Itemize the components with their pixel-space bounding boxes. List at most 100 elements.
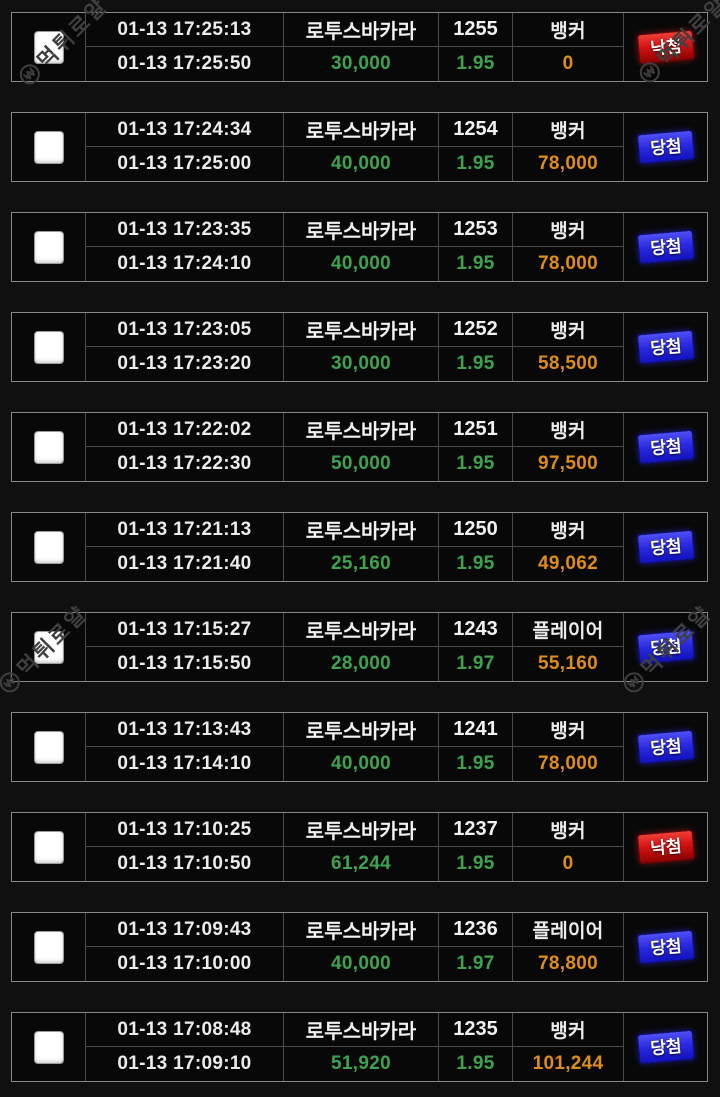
payout-amount: 78,800 bbox=[513, 947, 624, 981]
bet-pick: 뱅커 bbox=[513, 13, 624, 47]
row-select-cell bbox=[12, 13, 86, 81]
row-checkbox[interactable] bbox=[33, 830, 64, 864]
payout-amount: 101,244 bbox=[513, 1047, 624, 1081]
round-number: 1235 bbox=[439, 1013, 513, 1047]
bet-amount: 61,244 bbox=[284, 847, 439, 881]
bet-odds: 1.95 bbox=[439, 247, 513, 281]
row-checkbox[interactable] bbox=[33, 730, 64, 764]
result-cell: 당첨 bbox=[624, 313, 707, 381]
bet-pick: 뱅커 bbox=[513, 413, 624, 447]
payout-amount: 49,062 bbox=[513, 547, 624, 581]
result-badge[interactable]: 당첨 bbox=[636, 429, 695, 465]
round-number: 1241 bbox=[439, 713, 513, 747]
round-number: 1251 bbox=[439, 413, 513, 447]
bet-time: 01-13 17:21:13 bbox=[86, 513, 284, 547]
row-select-cell bbox=[12, 513, 86, 581]
bet-odds: 1.97 bbox=[439, 947, 513, 981]
result-time: 01-13 17:21:40 bbox=[86, 547, 284, 581]
bet-time: 01-13 17:13:43 bbox=[86, 713, 284, 747]
bet-time: 01-13 17:15:27 bbox=[86, 613, 284, 647]
round-number: 1250 bbox=[439, 513, 513, 547]
result-badge[interactable]: 당첨 bbox=[636, 229, 695, 265]
row-checkbox[interactable] bbox=[33, 130, 64, 164]
result-cell: 낙첨 bbox=[624, 13, 707, 81]
bet-row: 01-13 17:25:13 로투스바카라 1255 뱅커 01-13 17:2… bbox=[11, 12, 708, 82]
game-name: 로투스바카라 bbox=[284, 713, 439, 747]
result-time: 01-13 17:09:10 bbox=[86, 1047, 284, 1081]
row-checkbox[interactable] bbox=[33, 430, 64, 464]
payout-amount: 97,500 bbox=[513, 447, 624, 481]
bet-pick: 뱅커 bbox=[513, 113, 624, 147]
result-cell: 당첨 bbox=[624, 513, 707, 581]
bet-odds: 1.95 bbox=[439, 347, 513, 381]
bet-time: 01-13 17:09:43 bbox=[86, 913, 284, 947]
row-checkbox[interactable] bbox=[33, 230, 64, 264]
bet-time: 01-13 17:08:48 bbox=[86, 1013, 284, 1047]
result-time: 01-13 17:24:10 bbox=[86, 247, 284, 281]
bet-time: 01-13 17:22:02 bbox=[86, 413, 284, 447]
bet-pick: 플레이어 bbox=[513, 913, 624, 947]
row-select-cell bbox=[12, 913, 86, 981]
payout-amount: 0 bbox=[513, 47, 624, 81]
result-cell: 당첨 bbox=[624, 713, 707, 781]
result-cell: 당첨 bbox=[624, 1013, 707, 1081]
game-name: 로투스바카라 bbox=[284, 313, 439, 347]
game-name: 로투스바카라 bbox=[284, 413, 439, 447]
row-checkbox[interactable] bbox=[33, 30, 64, 64]
bet-row: 01-13 17:15:27 로투스바카라 1243 플레이어 01-13 17… bbox=[11, 612, 708, 682]
bet-pick: 뱅커 bbox=[513, 813, 624, 847]
result-cell: 당첨 bbox=[624, 613, 707, 681]
row-select-cell bbox=[12, 113, 86, 181]
result-cell: 당첨 bbox=[624, 413, 707, 481]
row-checkbox[interactable] bbox=[33, 1030, 64, 1064]
bet-pick: 뱅커 bbox=[513, 313, 624, 347]
result-cell: 당첨 bbox=[624, 913, 707, 981]
result-time: 01-13 17:22:30 bbox=[86, 447, 284, 481]
result-badge[interactable]: 당첨 bbox=[636, 629, 695, 665]
result-cell: 낙첨 bbox=[624, 813, 707, 881]
row-select-cell bbox=[12, 1013, 86, 1081]
bet-history-list: 01-13 17:25:13 로투스바카라 1255 뱅커 01-13 17:2… bbox=[0, 12, 720, 1082]
bet-odds: 1.95 bbox=[439, 47, 513, 81]
bet-odds: 1.95 bbox=[439, 547, 513, 581]
bet-pick: 플레이어 bbox=[513, 613, 624, 647]
result-badge[interactable]: 당첨 bbox=[636, 729, 695, 765]
result-cell: 당첨 bbox=[624, 113, 707, 181]
bet-pick: 뱅커 bbox=[513, 713, 624, 747]
bet-amount: 40,000 bbox=[284, 147, 439, 181]
result-badge[interactable]: 당첨 bbox=[636, 1029, 695, 1065]
payout-amount: 78,000 bbox=[513, 747, 624, 781]
result-badge[interactable]: 당첨 bbox=[636, 529, 695, 565]
result-time: 01-13 17:10:00 bbox=[86, 947, 284, 981]
result-badge[interactable]: 당첨 bbox=[636, 129, 695, 165]
row-checkbox[interactable] bbox=[33, 930, 64, 964]
bet-row: 01-13 17:10:25 로투스바카라 1237 뱅커 01-13 17:1… bbox=[11, 812, 708, 882]
round-number: 1254 bbox=[439, 113, 513, 147]
payout-amount: 78,000 bbox=[513, 147, 624, 181]
bet-time: 01-13 17:23:35 bbox=[86, 213, 284, 247]
bet-row: 01-13 17:22:02 로투스바카라 1251 뱅커 01-13 17:2… bbox=[11, 412, 708, 482]
row-checkbox[interactable] bbox=[33, 630, 64, 664]
row-checkbox[interactable] bbox=[33, 530, 64, 564]
bet-amount: 30,000 bbox=[284, 347, 439, 381]
result-badge[interactable]: 낙첨 bbox=[636, 29, 695, 65]
bet-pick: 뱅커 bbox=[513, 513, 624, 547]
result-badge[interactable]: 당첨 bbox=[636, 929, 695, 965]
game-name: 로투스바카라 bbox=[284, 13, 439, 47]
bet-row: 01-13 17:24:34 로투스바카라 1254 뱅커 01-13 17:2… bbox=[11, 112, 708, 182]
result-badge[interactable]: 낙첨 bbox=[636, 829, 695, 865]
bet-amount: 40,000 bbox=[284, 247, 439, 281]
bet-amount: 25,160 bbox=[284, 547, 439, 581]
bet-row: 01-13 17:23:35 로투스바카라 1253 뱅커 01-13 17:2… bbox=[11, 212, 708, 282]
bet-odds: 1.95 bbox=[439, 747, 513, 781]
result-cell: 당첨 bbox=[624, 213, 707, 281]
result-badge[interactable]: 당첨 bbox=[636, 329, 695, 365]
round-number: 1253 bbox=[439, 213, 513, 247]
bet-time: 01-13 17:25:13 bbox=[86, 13, 284, 47]
result-time: 01-13 17:14:10 bbox=[86, 747, 284, 781]
row-checkbox[interactable] bbox=[33, 330, 64, 364]
bet-odds: 1.97 bbox=[439, 647, 513, 681]
bet-amount: 51,920 bbox=[284, 1047, 439, 1081]
row-select-cell bbox=[12, 413, 86, 481]
